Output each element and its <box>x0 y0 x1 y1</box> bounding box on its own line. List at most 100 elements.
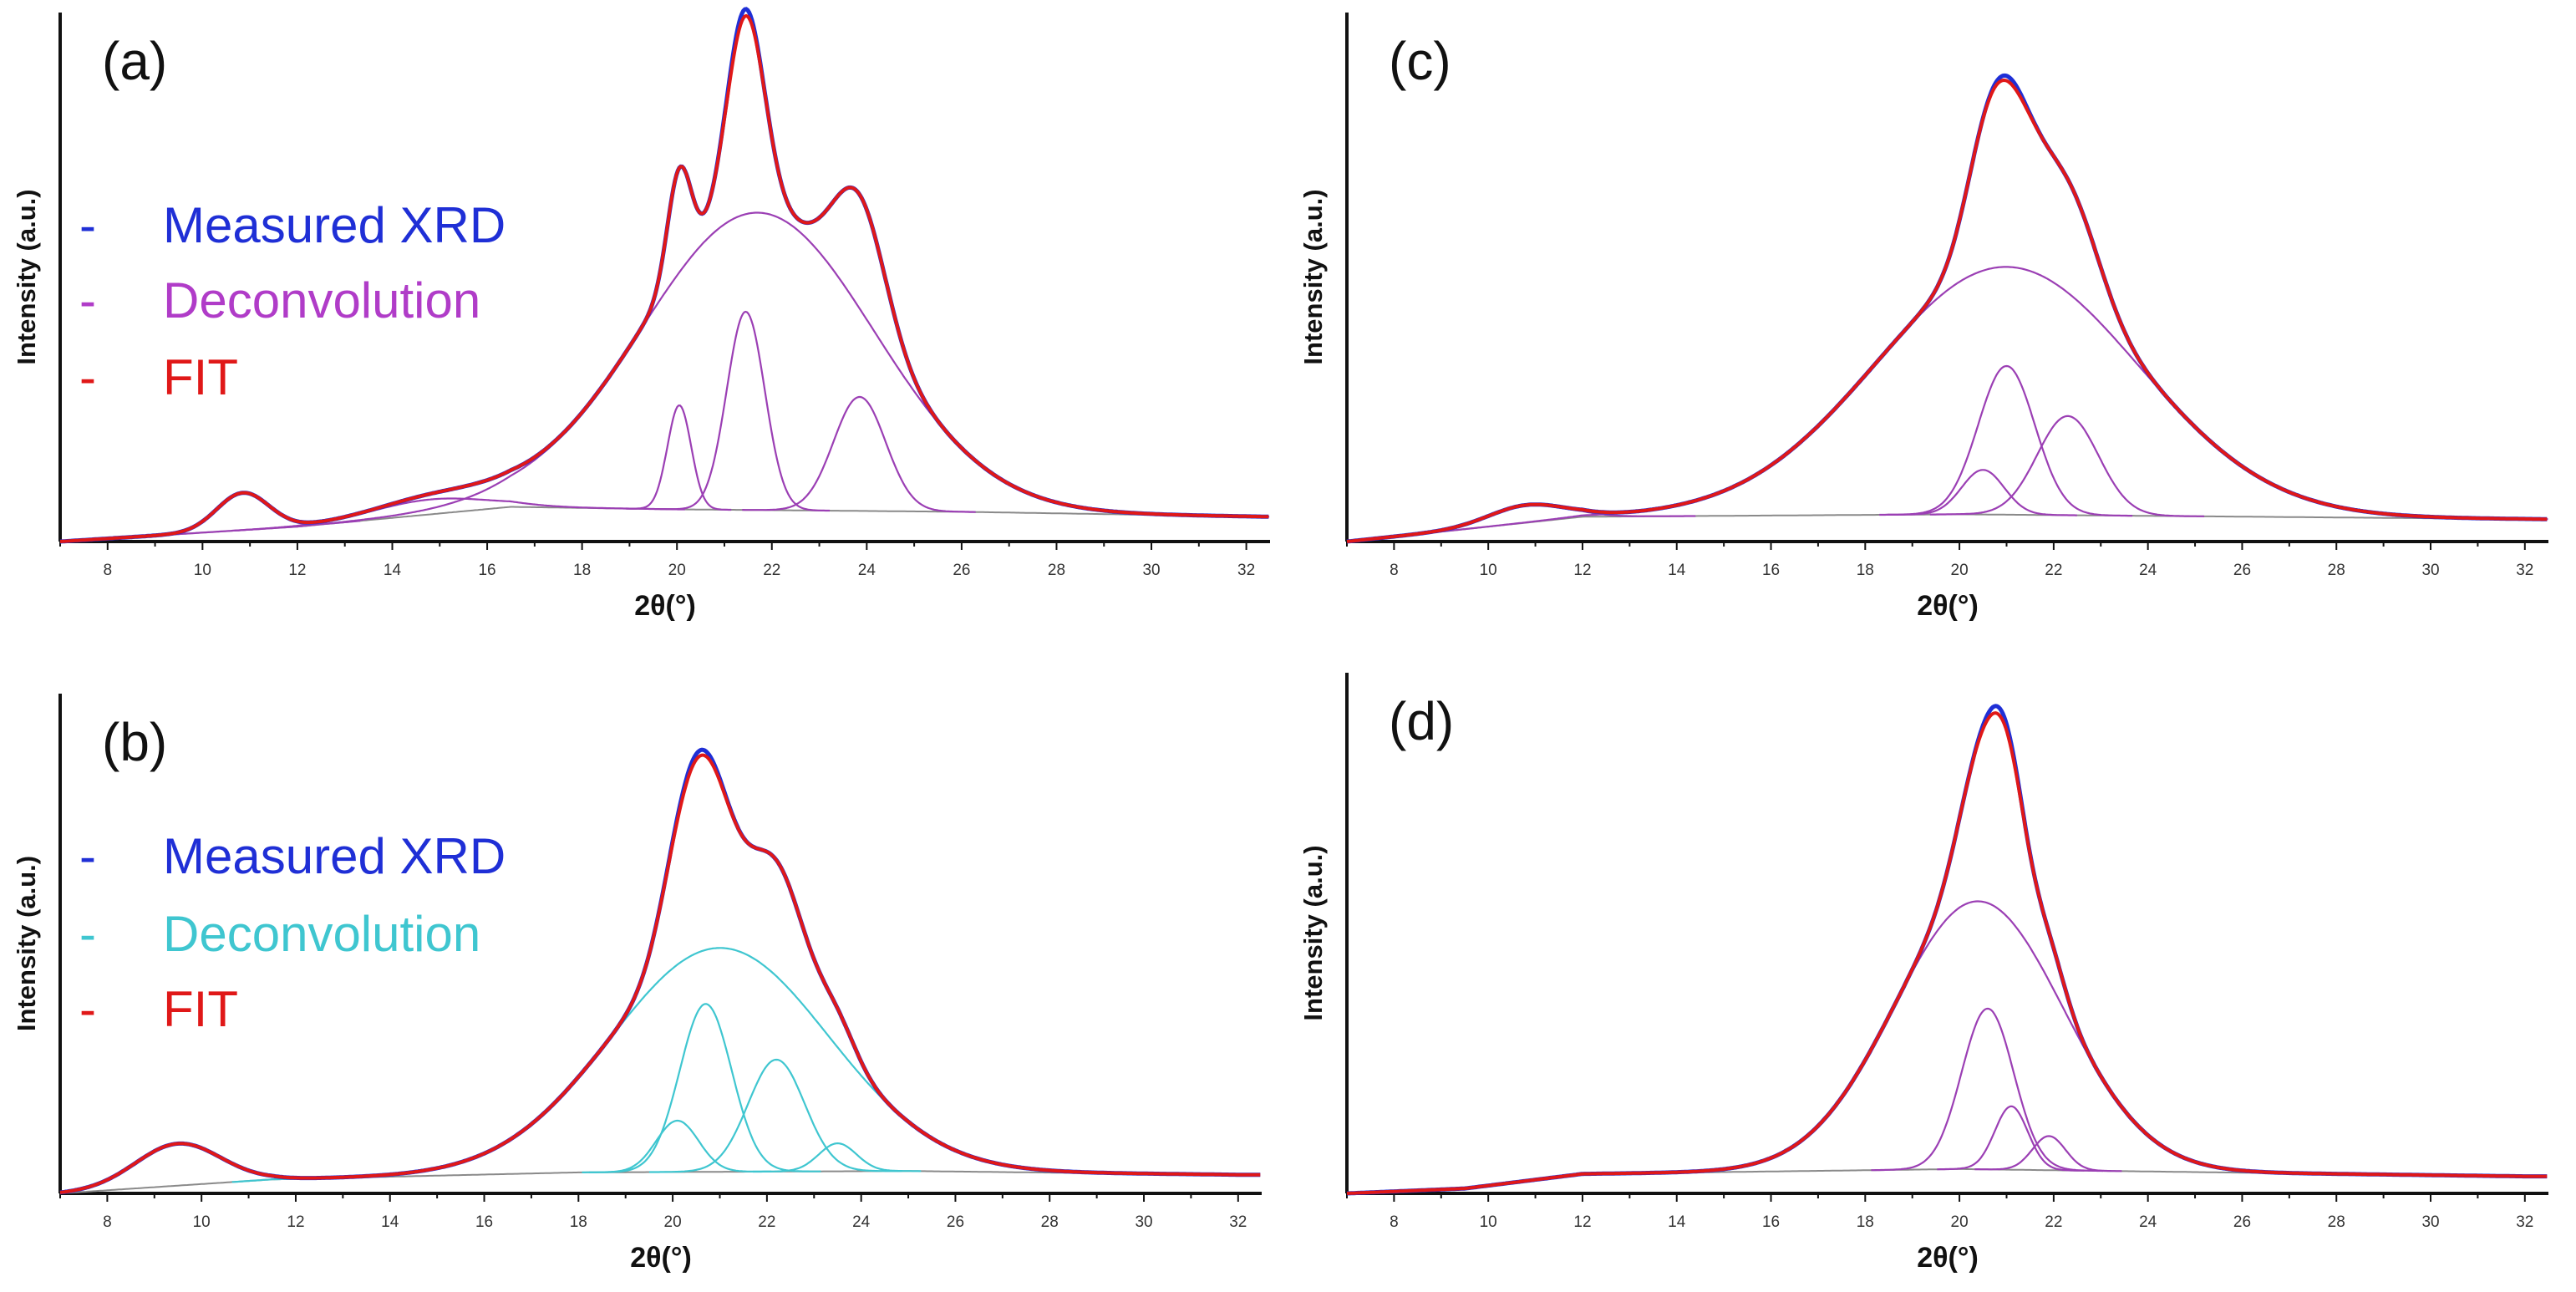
deconvolution-peak-2 <box>1412 266 2548 536</box>
fit-line <box>59 753 1261 1194</box>
x-tick-label: 32 <box>2516 562 2533 579</box>
x-tick-label: 26 <box>2233 1213 2251 1231</box>
x-axis-label: 2θ(°) <box>634 590 696 622</box>
measured-xrd-line <box>59 747 1261 1195</box>
x-tick-label: 22 <box>758 1213 775 1231</box>
x-tick-label: 16 <box>475 1213 493 1231</box>
x-tick-label: 20 <box>664 1213 682 1231</box>
y-axis-label: Intensity (a.u.) <box>1298 845 1328 1020</box>
x-tick-label: 30 <box>1142 562 1160 579</box>
panel-d: 8 10 12 14 16 18 20 22 24 26 28 30 32 2θ(°) Intensity … <box>1298 673 2548 1274</box>
x-tick-label: 24 <box>852 1213 871 1231</box>
x-tick-label: 26 <box>953 562 970 579</box>
x-tick-label: 22 <box>2045 562 2062 579</box>
x-tick-label: 10 <box>193 1213 211 1231</box>
deconvolution-peak-4 <box>626 404 732 511</box>
deconvolution-peak-4 <box>582 1119 772 1174</box>
deconvolution-peak-5 <box>648 1058 902 1173</box>
x-tick-label: 18 <box>1857 1213 1874 1231</box>
x-tick-label: 16 <box>1762 1213 1780 1231</box>
x-tick-label: 10 <box>1480 562 1497 579</box>
x-tick-label: 22 <box>763 562 780 579</box>
x-axis-label: 2θ(°) <box>630 1242 692 1274</box>
x-tick-label: 10 <box>194 562 211 579</box>
deconvolution-peak-2 <box>1871 1007 2103 1172</box>
x-tick-label: 20 <box>1951 562 1969 579</box>
deconvolution-peak-4 <box>1974 1135 2122 1172</box>
legend-label: FIT <box>163 981 238 1037</box>
y-axis-label: Intensity (a.u.) <box>12 856 41 1031</box>
x-tick-label: 28 <box>2328 562 2345 579</box>
legend-label: Measured XRD <box>163 197 506 253</box>
x-tick-label: 28 <box>2328 1213 2345 1231</box>
panel-letter: (a) <box>102 31 167 91</box>
x-tick-label: 12 <box>1573 1213 1591 1231</box>
legend-dash: - <box>79 906 96 962</box>
x-tick-label: 30 <box>2421 562 2439 579</box>
x-tick-label: 24 <box>858 562 876 579</box>
legend-label: FIT <box>163 349 238 405</box>
x-tick-label: 8 <box>1390 1213 1399 1231</box>
legend-dash: - <box>79 828 96 884</box>
x-tick-label: 10 <box>1480 1213 1497 1231</box>
deconvolution-peak-5 <box>1929 415 2205 517</box>
x-axis-label: 2θ(°) <box>1917 590 1979 622</box>
y-axis-label: Intensity (a.u.) <box>12 189 41 364</box>
x-tick-label: 14 <box>381 1213 399 1231</box>
legend-dash: - <box>79 197 96 253</box>
x-tick-label: 28 <box>1048 562 1065 579</box>
fit-line <box>1346 78 2548 543</box>
fit-line <box>1346 711 2548 1195</box>
deconvolution-peak-5 <box>660 310 830 512</box>
deconvolution-peak-1 <box>1596 900 2359 1176</box>
x-tick-label: 30 <box>1135 1213 1152 1231</box>
x-tick-label: 12 <box>287 1213 304 1231</box>
baseline-line <box>1346 513 2547 542</box>
x-tick-label: 20 <box>668 562 686 579</box>
y-axis-label: Intensity (a.u.) <box>1298 189 1328 364</box>
deconvolution-peak-6 <box>753 1142 922 1173</box>
x-tick-label: 32 <box>2516 1213 2533 1231</box>
panel-c: 8 10 12 14 16 18 20 22 24 26 28 30 32 2θ(°) Intensity … <box>1298 13 2548 622</box>
x-tick-label: 28 <box>1041 1213 1059 1231</box>
x-tick-label: 8 <box>103 1213 112 1231</box>
x-tick-label: 20 <box>1951 1213 1969 1231</box>
x-tick-label: 16 <box>478 562 495 579</box>
panel-letter: (b) <box>102 712 167 772</box>
x-tick-label: 14 <box>1668 1213 1686 1231</box>
x-tick-label: 24 <box>2139 1213 2157 1231</box>
panel-b: 8 10 12 14 16 18 20 22 24 26 28 30 32 2θ(°) Intensity … <box>12 694 1262 1274</box>
x-tick-label: 26 <box>2233 562 2251 579</box>
deconvolution-peak-3 <box>234 211 1270 532</box>
deconvolution-peak-3 <box>1937 1105 2085 1172</box>
panel-letter: (d) <box>1389 691 1454 751</box>
x-tick-label: 8 <box>1390 562 1399 579</box>
deconvolution-peak-2 <box>231 947 1207 1183</box>
panel-letter: (c) <box>1389 31 1451 91</box>
deconvolution-peak-3 <box>1879 364 2133 517</box>
deconvolution-peak-6 <box>742 395 976 513</box>
legend-label: Deconvolution <box>163 272 480 328</box>
x-tick-label: 26 <box>947 1213 964 1231</box>
deconvolution-peak-4 <box>1888 469 2077 516</box>
x-tick-label: 30 <box>2421 1213 2439 1231</box>
measured-xrd-line <box>1346 73 2548 544</box>
fit-line <box>59 13 1269 543</box>
baseline-line <box>59 506 1268 542</box>
x-axis-label: 2θ(°) <box>1917 1242 1979 1274</box>
x-tick-label: 32 <box>1229 1213 1247 1231</box>
x-tick-label: 14 <box>1668 562 1686 579</box>
x-tick-label: 22 <box>2045 1213 2062 1231</box>
x-tick-label: 32 <box>1237 562 1255 579</box>
x-tick-label: 24 <box>2139 562 2157 579</box>
deconvolution-peak-3 <box>589 1003 821 1173</box>
legend-dash: - <box>79 981 96 1037</box>
x-tick-label: 18 <box>1857 562 1874 579</box>
legend-label: Deconvolution <box>163 906 480 962</box>
x-tick-label: 8 <box>103 562 112 579</box>
x-tick-label: 14 <box>384 562 402 579</box>
x-tick-label: 12 <box>1573 562 1591 579</box>
x-tick-label: 18 <box>570 1213 587 1231</box>
deconvolution-peak-1 <box>59 1142 368 1193</box>
